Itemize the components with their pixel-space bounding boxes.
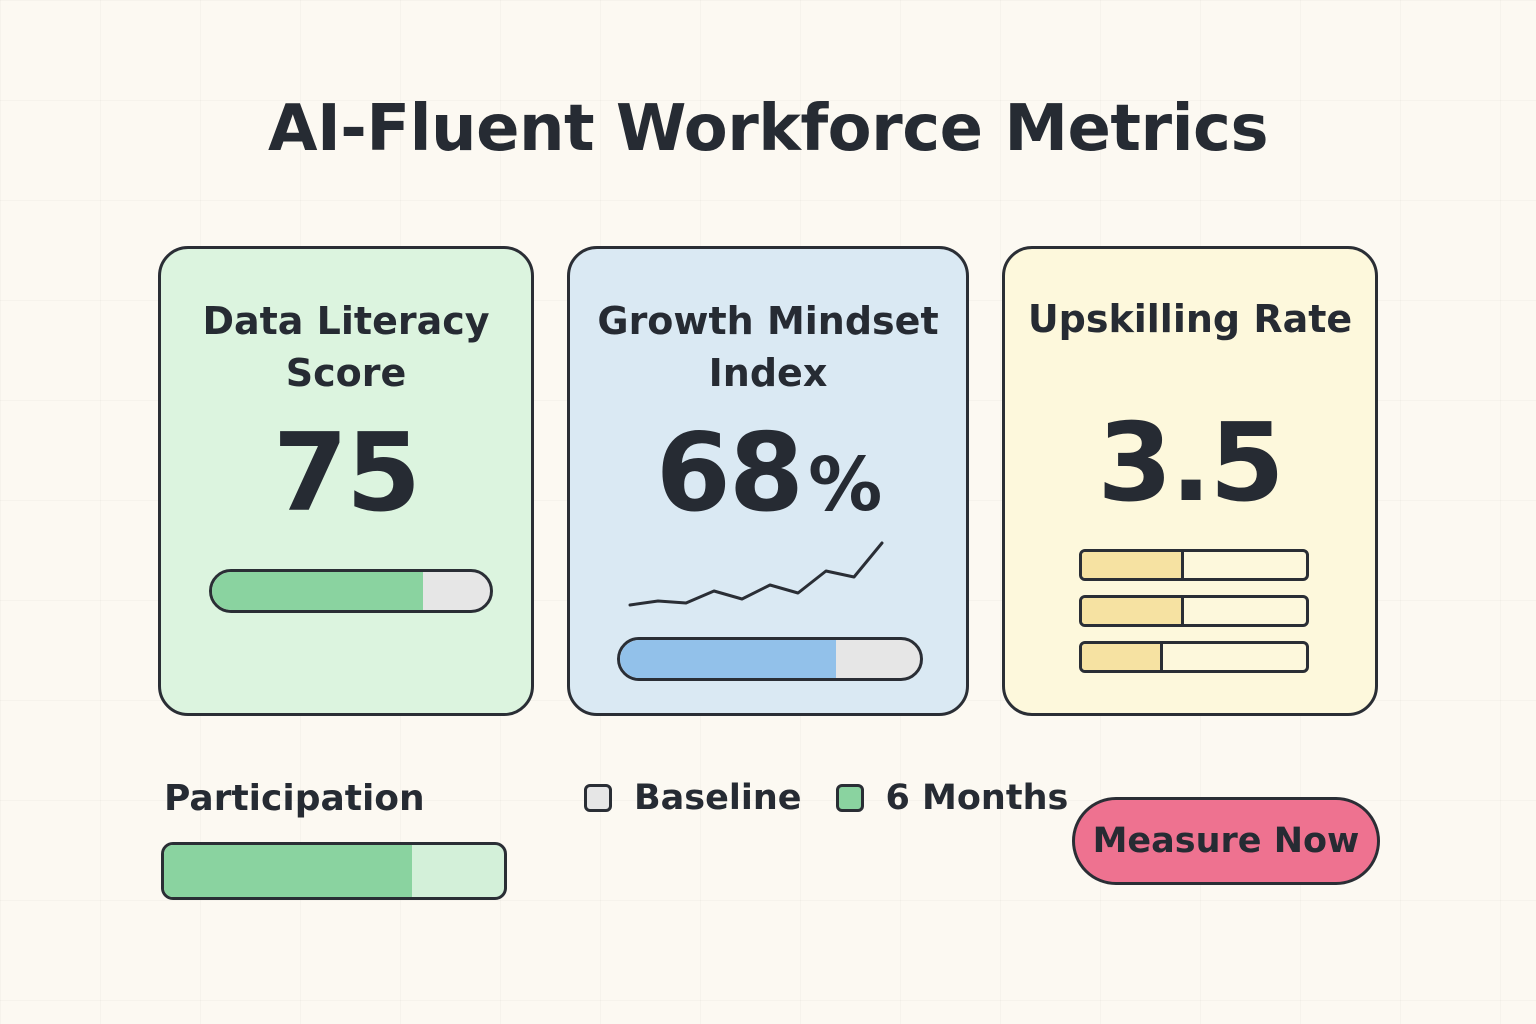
upskilling-bar-fill: [1082, 644, 1164, 670]
upskilling-bar: [1079, 549, 1309, 581]
data-literacy-title-line2: Score: [285, 351, 407, 395]
data-literacy-value: 75: [272, 411, 421, 536]
data-literacy-card: Data Literacy Score 75: [158, 246, 534, 716]
legend-label-baseline: Baseline: [634, 778, 802, 818]
upskilling-bar: [1079, 641, 1309, 673]
data-literacy-progress-bar: [209, 569, 493, 613]
participation-segment-baseline: [164, 845, 331, 897]
growth-mindset-value: 68%: [570, 411, 966, 536]
data-literacy-progress-fill: [212, 572, 424, 610]
upskilling-rate-title: Upskilling Rate: [1027, 297, 1353, 341]
growth-mindset-title-line1: Growth Mindset: [597, 299, 939, 343]
data-literacy-title-line1: Data Literacy: [202, 299, 490, 343]
upskilling-bar-fill: [1082, 552, 1184, 578]
participation-segment-6-months: [327, 845, 413, 897]
legend-swatch-6-months: [835, 784, 864, 812]
growth-mindset-unit: %: [808, 442, 882, 528]
growth-trend-line: [628, 541, 884, 607]
growth-mindset-card: Growth Mindset Index 68%: [567, 246, 969, 716]
upskilling-bar-fill: [1082, 598, 1184, 624]
upskilling-rate-value: 3.5: [1097, 401, 1284, 526]
participation-label: Participation: [164, 778, 425, 819]
growth-mindset-title-line2: Index: [708, 351, 828, 395]
upskilling-bars: [1079, 549, 1309, 687]
legend-swatch-baseline: [584, 784, 612, 812]
page-title: AI-Fluent Workforce Metrics: [267, 92, 1269, 166]
growth-mindset-title: Growth Mindset Index: [580, 295, 956, 399]
participation-bar: [161, 842, 507, 900]
growth-mindset-progress-bar: [617, 637, 923, 681]
growth-mindset-number: 68: [655, 411, 804, 536]
legend-item-6-months: 6 Months: [835, 778, 1069, 818]
data-literacy-title: Data Literacy Score: [171, 295, 521, 399]
legend-label-6-months: 6 Months: [885, 778, 1069, 818]
legend-item-baseline: Baseline: [584, 778, 802, 818]
upskilling-rate-card: Upskilling Rate 3.5: [1002, 246, 1378, 716]
measure-now-button[interactable]: Measure Now: [1072, 797, 1380, 885]
upskilling-bar: [1079, 595, 1309, 627]
legend: Baseline 6 Months: [584, 778, 1102, 818]
growth-mindset-progress-fill: [620, 640, 836, 678]
